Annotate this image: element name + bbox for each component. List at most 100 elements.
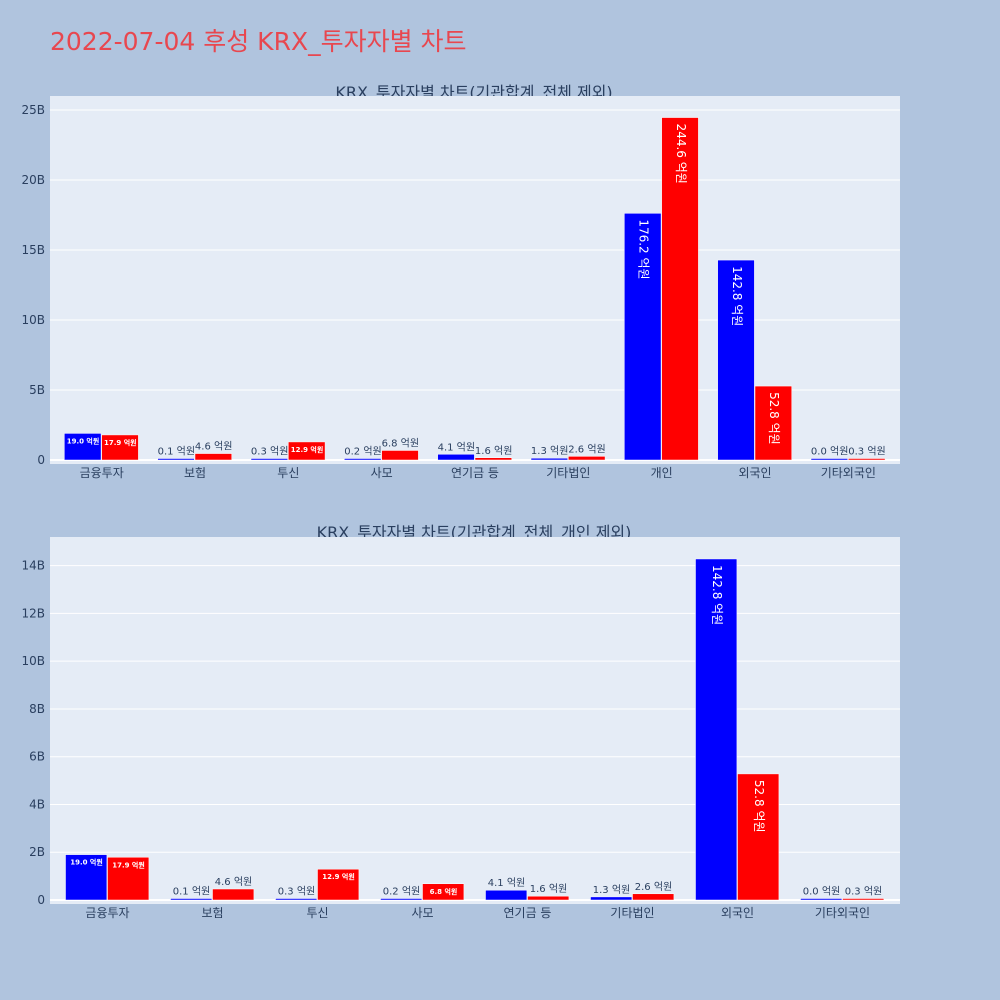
y-tick-label: 0 bbox=[37, 893, 45, 907]
data-label: 52.8 억원 bbox=[767, 392, 781, 445]
data-label: 4.1 억원 bbox=[488, 877, 525, 889]
y-tick-label: 2B bbox=[29, 845, 45, 859]
bar-buy bbox=[250, 458, 288, 461]
data-label: 4.6 억원 bbox=[215, 876, 252, 888]
bar-buy bbox=[485, 889, 528, 901]
bar-buy bbox=[717, 259, 755, 461]
data-label: 6.8 억원 bbox=[430, 887, 458, 896]
bar-sell bbox=[194, 453, 232, 461]
data-label: 12.9 억원 bbox=[291, 445, 324, 454]
y-tick-label: 0 bbox=[37, 453, 45, 467]
bar-buy bbox=[157, 458, 195, 461]
data-label: 19.0 억원 bbox=[67, 436, 100, 445]
bar-buy bbox=[530, 457, 568, 461]
data-label: 0.3 억원 bbox=[845, 886, 882, 898]
bar-buy bbox=[810, 458, 848, 461]
bar-buy bbox=[695, 558, 738, 901]
bar-buy bbox=[437, 454, 475, 461]
x-tick-label: 연기금 등 bbox=[451, 466, 499, 480]
x-tick-label: 금융투자 bbox=[85, 906, 129, 920]
data-label: 2.6 억원 bbox=[568, 443, 605, 455]
data-label: 0.3 억원 bbox=[848, 446, 885, 458]
data-label: 4.1 억원 bbox=[438, 441, 475, 453]
y-tick-label: 10B bbox=[21, 313, 45, 327]
y-tick-label: 14B bbox=[21, 559, 45, 573]
bar-sell bbox=[842, 898, 885, 901]
bar-sell bbox=[737, 773, 780, 901]
bar-sell bbox=[107, 857, 150, 901]
y-tick-label: 15B bbox=[21, 243, 45, 257]
x-tick-label: 외국인 bbox=[738, 466, 771, 480]
bar-sell bbox=[568, 456, 606, 461]
bar-sell bbox=[101, 434, 139, 461]
data-label: 0.2 억원 bbox=[383, 886, 420, 898]
data-label: 19.0 억원 bbox=[70, 858, 103, 867]
data-label: 12.9 억원 bbox=[322, 872, 355, 881]
bar-sell bbox=[422, 883, 465, 901]
bar-buy bbox=[170, 898, 213, 901]
bar-sell bbox=[527, 895, 570, 901]
bar-buy bbox=[590, 896, 633, 901]
bar-sell bbox=[661, 117, 699, 461]
y-tick-label: 5B bbox=[29, 383, 45, 397]
x-tick-label: 투신 bbox=[306, 906, 328, 920]
data-label: 0.1 억원 bbox=[158, 446, 195, 458]
y-tick-label: 10B bbox=[21, 654, 45, 668]
y-tick-label: 4B bbox=[29, 797, 45, 811]
x-tick-label: 사모 bbox=[371, 466, 393, 480]
x-tick-label: 보험 bbox=[201, 906, 223, 920]
data-label: 6.8 억원 bbox=[382, 437, 419, 449]
x-tick-label: 보험 bbox=[184, 466, 206, 480]
data-label: 244.6 억원 bbox=[674, 124, 688, 184]
x-tick-label: 연기금 등 bbox=[504, 906, 552, 920]
x-tick-label: 기타외국인 bbox=[815, 906, 870, 920]
bar-sell bbox=[848, 458, 886, 461]
data-label: 142.8 억원 bbox=[710, 565, 724, 625]
data-label: 0.0 억원 bbox=[811, 446, 848, 458]
bar-sell bbox=[474, 457, 512, 461]
data-label: 2.6 억원 bbox=[635, 881, 672, 893]
x-tick-label: 금융투자 bbox=[80, 466, 124, 480]
data-label: 0.3 억원 bbox=[251, 446, 288, 458]
data-label: 1.6 억원 bbox=[475, 445, 512, 457]
bar-sell bbox=[632, 893, 675, 901]
bar-buy bbox=[64, 433, 102, 461]
x-tick-label: 개인 bbox=[651, 466, 673, 480]
bar-buy bbox=[380, 898, 423, 901]
bar-sell bbox=[288, 441, 326, 461]
x-tick-label: 외국인 bbox=[721, 906, 754, 920]
data-label: 52.8 억원 bbox=[752, 780, 766, 833]
bar-sell bbox=[212, 888, 255, 901]
bar-sell bbox=[754, 385, 792, 461]
y-tick-label: 25B bbox=[21, 103, 45, 117]
x-tick-label: 기타법인 bbox=[610, 906, 654, 920]
y-tick-label: 12B bbox=[21, 606, 45, 620]
y-tick-label: 20B bbox=[21, 173, 45, 187]
x-tick-label: 기타외국인 bbox=[821, 466, 876, 480]
x-tick-label: 투신 bbox=[277, 466, 299, 480]
x-tick-label: 사모 bbox=[411, 906, 433, 920]
data-label: 0.1 억원 bbox=[173, 886, 210, 898]
bar-buy bbox=[344, 458, 382, 461]
bar-buy bbox=[800, 898, 843, 901]
page-title: 2022-07-04 후성 KRX_투자자별 차트 bbox=[50, 27, 467, 56]
bar-buy bbox=[275, 898, 318, 901]
data-label: 142.8 억원 bbox=[730, 266, 744, 326]
y-tick-label: 6B bbox=[29, 750, 45, 764]
data-label: 17.9 억원 bbox=[112, 860, 145, 869]
data-label: 4.6 억원 bbox=[195, 441, 232, 453]
bar-buy bbox=[65, 854, 108, 901]
data-label: 0.0 억원 bbox=[803, 886, 840, 898]
data-label: 17.9 억원 bbox=[104, 438, 137, 447]
data-label: 1.3 억원 bbox=[531, 445, 568, 457]
data-label: 1.3 억원 bbox=[593, 884, 630, 896]
y-tick-label: 8B bbox=[29, 702, 45, 716]
data-label: 176.2 억원 bbox=[637, 219, 651, 279]
data-label: 0.2 억원 bbox=[344, 446, 381, 458]
data-label: 1.6 억원 bbox=[530, 883, 567, 895]
bar-sell bbox=[381, 450, 419, 461]
data-label: 0.3 억원 bbox=[278, 886, 315, 898]
